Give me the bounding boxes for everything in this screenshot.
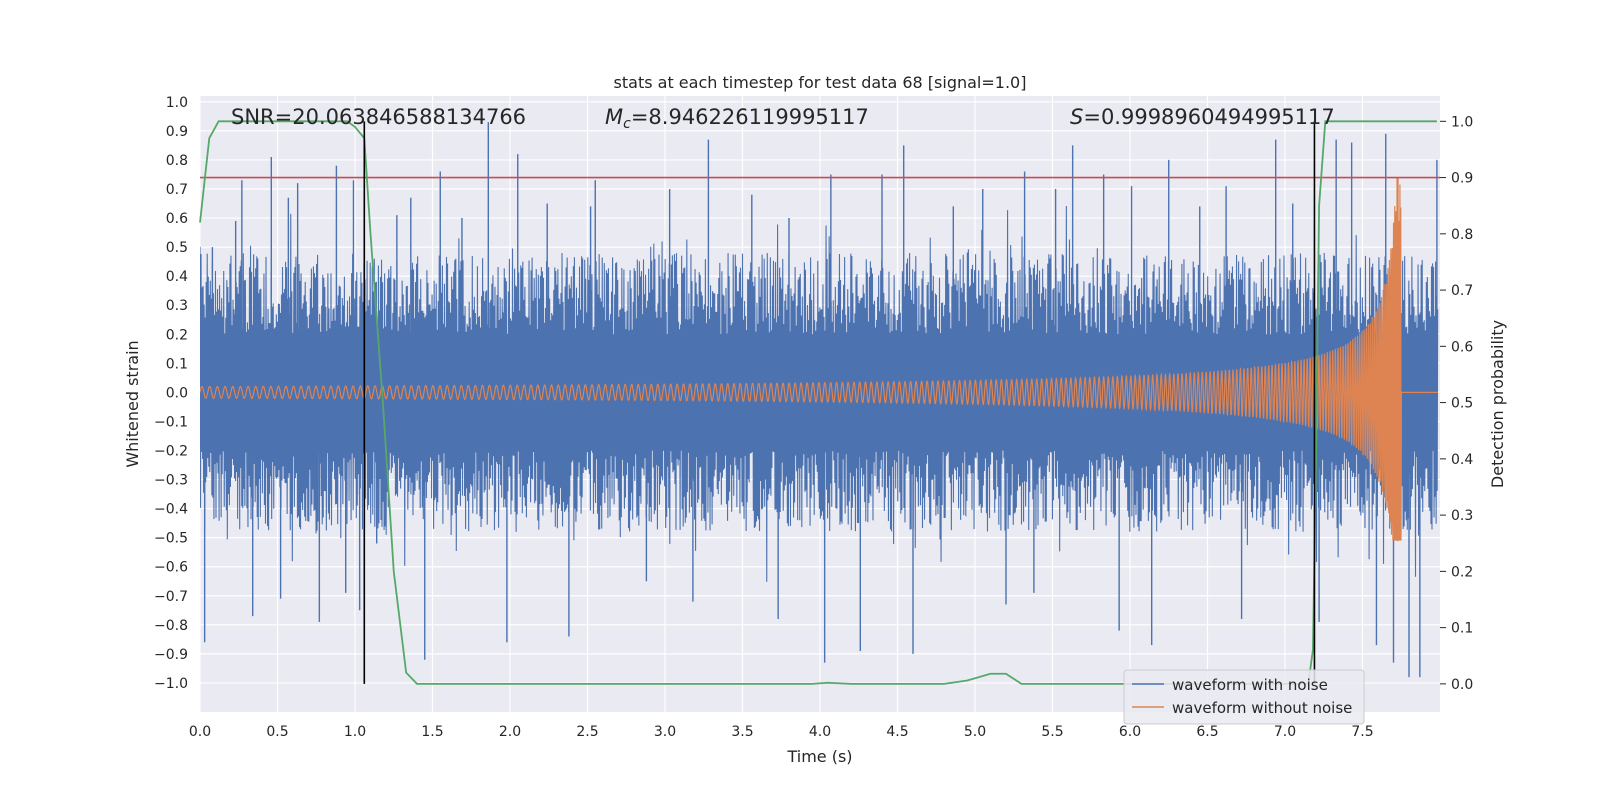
x-tick-label: 3.5: [731, 724, 753, 740]
y-tick-label-left: 0.6: [166, 211, 188, 227]
chirp-mass-subscript: c: [623, 116, 631, 132]
y-tick-label-left: 0.5: [166, 240, 188, 256]
x-tick-label: 0.5: [266, 724, 288, 740]
y-tick-label-right: 0.8: [1451, 227, 1473, 243]
x-tick-label: 1.5: [421, 724, 443, 740]
x-tick-label: 0.0: [189, 724, 211, 740]
legend-box: [1123, 669, 1365, 725]
y-tick-label-left: −0.3: [154, 473, 188, 489]
x-tick-label: 5.0: [964, 724, 986, 740]
y-tick-label-left: 0.3: [166, 298, 188, 314]
y-tick-label-left: −0.6: [154, 560, 188, 576]
chirp-mass-annotation: Mc=8.946226119995117: [605, 105, 869, 132]
y-tick-label-left: −0.8: [154, 618, 188, 634]
y-tick-label-right: 0.7: [1451, 283, 1473, 299]
y-tick-label-left: 0.9: [166, 124, 188, 140]
y-tick-label-left: −0.7: [154, 589, 188, 605]
y-tick-label-left: −0.2: [154, 443, 188, 459]
significance-annotation: S=0.9998960494995117: [1070, 105, 1335, 129]
y-axis-label-left: Whitened strain: [123, 340, 142, 467]
y-tick-label-left: −0.1: [154, 414, 188, 430]
y-tick-label-right: 0.4: [1451, 452, 1473, 468]
x-tick-label: 7.5: [1351, 724, 1373, 740]
y-tick-label-right: 1.0: [1451, 114, 1473, 130]
x-tick-label: 2.5: [576, 724, 598, 740]
y-axis-ticks-left: 1.0 0.9 0.8 0.7 0.6 0.5 0.4 0.3 0.2 0.1 0.0 −0.1 −0.…: [154, 95, 188, 692]
series-detection-probability: [199, 120, 1437, 685]
chirp-mass-symbol: M: [605, 105, 623, 129]
y-tick-label-right: 0.6: [1451, 339, 1473, 355]
y-tick-label-left: 1.0: [166, 95, 188, 111]
y-tick-label-right: 0.9: [1451, 171, 1473, 187]
legend-label-signal: waveform without noise: [1172, 699, 1352, 717]
x-tick-label: 4.0: [809, 724, 831, 740]
x-tick-label: 3.0: [654, 724, 676, 740]
y-tick-label-right: 0.3: [1451, 508, 1473, 524]
y-tick-label-left: −0.5: [154, 531, 188, 547]
x-tick-label: 1.0: [344, 724, 366, 740]
y-axis-label-right: Detection probability: [1488, 320, 1507, 488]
series-waveform-without-noise: [200, 176, 1438, 542]
y-tick-label-left: 0.7: [166, 182, 188, 198]
y-tick-label-left: −1.0: [154, 676, 188, 692]
x-tick-label: 5.5: [1041, 724, 1063, 740]
y-tick-label-left: 0.1: [166, 356, 188, 372]
x-tick-label: 6.5: [1196, 724, 1218, 740]
legend-label-noise: waveform with noise: [1172, 676, 1328, 694]
chirp-mass-value: =8.946226119995117: [631, 105, 869, 129]
x-axis-label: Time (s): [786, 747, 852, 766]
y-tick-label-left: 0.8: [166, 153, 188, 169]
y-tick-label-right: 0.2: [1451, 564, 1473, 580]
y-tick-label-left: 0.0: [166, 385, 188, 401]
y-axis-ticks-right: 1.0 0.9 0.8 0.7 0.6 0.5 0.4 0.3 0.2 0.1 0.0: [1440, 114, 1473, 693]
series-layer: [200, 122, 1439, 678]
y-tick-label-left: 0.4: [166, 269, 188, 285]
x-tick-label: 7.0: [1274, 724, 1296, 740]
x-tick-label: 2.0: [499, 724, 521, 740]
x-axis-ticks: 0.0 0.5 1.0 1.5 2.0 2.5 3.0 3.5 4.0 4.5 5.0 5.5 6.0 6…: [189, 724, 1374, 740]
y-tick-label-left: −0.4: [154, 502, 188, 518]
x-tick-label: 4.5: [886, 724, 908, 740]
chart-title: stats at each timestep for test data 68 …: [614, 73, 1027, 92]
significance-value: =0.9998960494995117: [1083, 105, 1334, 129]
y-tick-label-left: −0.9: [154, 647, 188, 663]
legend: waveform with noise waveform without noi…: [1123, 669, 1365, 725]
y-tick-label-left: 0.2: [166, 327, 188, 343]
significance-symbol: S: [1070, 105, 1083, 129]
y-tick-label-right: 0.1: [1451, 621, 1473, 637]
overlay-layer: [199, 120, 1440, 685]
x-tick-label: 6.0: [1119, 724, 1141, 740]
series-waveform-with-noise: [200, 206, 1439, 582]
snr-annotation: SNR=20.063846588134766: [231, 105, 526, 129]
y-tick-label-right: 0.0: [1451, 677, 1473, 693]
y-tick-label-right: 0.5: [1451, 396, 1473, 412]
